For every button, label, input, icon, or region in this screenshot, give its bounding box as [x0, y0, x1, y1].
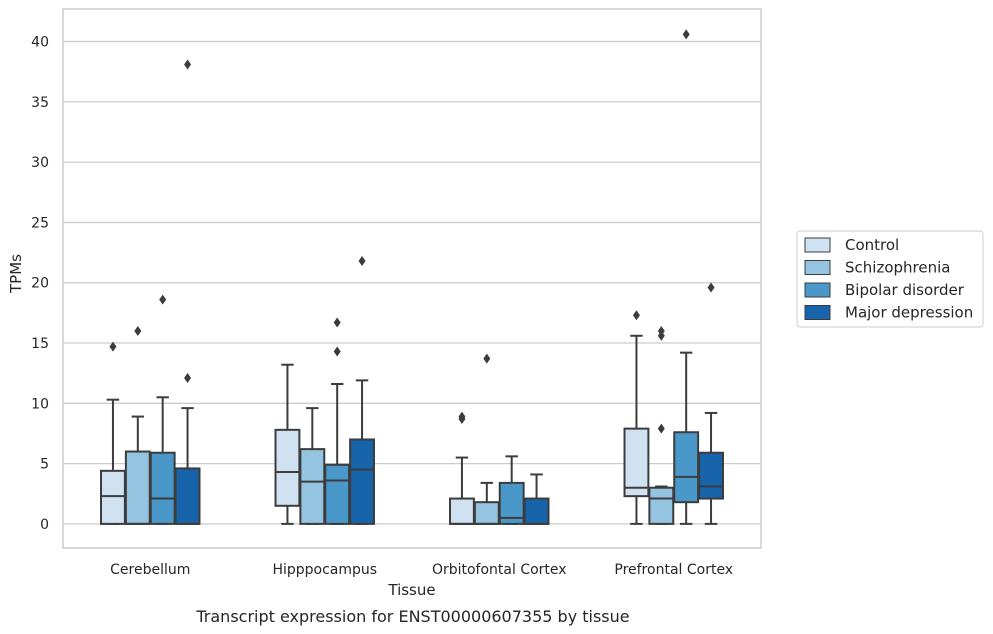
- box-2-2: [498, 455, 525, 525]
- box-iqr: [449, 497, 475, 525]
- box-1-1: [299, 407, 326, 525]
- outlier-point: [483, 353, 491, 364]
- x-tick-labels: Cerebellum Hipppocampus Orbitofontal Corte…: [110, 562, 733, 578]
- legend-frame: [796, 230, 984, 328]
- outlier-point: [159, 294, 167, 305]
- box-iqr: [473, 501, 500, 525]
- outlier-point: [632, 310, 640, 321]
- outlier-point: [358, 256, 366, 267]
- box-iqr: [673, 431, 700, 504]
- box-2-0: [449, 411, 475, 525]
- y-tick-label: 30: [31, 155, 49, 171]
- box-3-3: [698, 282, 724, 525]
- plot-frame: [62, 8, 762, 549]
- outlier-point: [109, 341, 117, 352]
- box-iqr: [274, 428, 301, 507]
- box-1-0: [274, 363, 301, 525]
- box-iqr: [648, 486, 675, 525]
- outlier-point: [707, 282, 715, 293]
- box-iqr: [149, 451, 176, 525]
- y-tick-labels: 0 5 10 15 20 25 30 35 40: [31, 35, 49, 533]
- outlier-point: [657, 423, 665, 434]
- legend-label: Control: [845, 236, 899, 254]
- box-0-2: [149, 294, 176, 525]
- y-tick-label: 40: [31, 35, 49, 51]
- box-3-0: [623, 310, 650, 525]
- box-iqr: [324, 463, 351, 525]
- y-tick-label: 10: [31, 396, 49, 412]
- outlier-point: [657, 325, 665, 336]
- box-1-3: [349, 256, 375, 525]
- legend: Control Schizophrenia Bipolar disorder Majo…: [796, 230, 984, 328]
- box-1-2: [324, 317, 351, 525]
- legend-label: Bipolar disorder: [845, 281, 965, 299]
- x-tick-label: Cerebellum: [110, 562, 190, 578]
- x-axis-title: Tissue: [387, 581, 435, 599]
- chart-caption: Transcript expression for ENST0000060735…: [195, 607, 629, 626]
- y-tick-label: 5: [40, 457, 49, 473]
- outlier-point: [333, 317, 341, 328]
- x-tick-label: Hipppocampus: [272, 562, 377, 578]
- x-tick-label: Prefrontal Cortex: [614, 562, 733, 578]
- box-0-1: [124, 325, 151, 525]
- outlier-point: [333, 346, 341, 357]
- box-2-1: [473, 353, 500, 525]
- legend-swatch: [804, 282, 831, 298]
- box-2-3: [523, 473, 550, 525]
- box-iqr: [349, 438, 375, 525]
- grid-lines: [63, 40, 761, 525]
- y-tick-label: 0: [40, 517, 49, 533]
- box-iqr: [124, 450, 151, 525]
- box-iqr: [174, 467, 201, 525]
- legend-swatch: [804, 305, 831, 320]
- legend-swatch: [804, 237, 831, 253]
- box-iqr: [299, 448, 326, 525]
- legend-swatch: [804, 260, 831, 275]
- box-0-3: [174, 59, 201, 525]
- x-tick-label: Orbitofontal Cortex: [432, 562, 567, 578]
- legend-label: Major depression: [845, 304, 973, 322]
- box-iqr: [623, 427, 650, 498]
- box-iqr: [523, 497, 550, 525]
- boxes-layer: [100, 29, 724, 525]
- y-tick-label: 15: [31, 336, 49, 352]
- outlier-point: [134, 325, 142, 336]
- legend-label: Schizophrenia: [845, 259, 950, 277]
- y-tick-label: 20: [31, 276, 49, 292]
- box-3-2: [673, 29, 700, 525]
- outlier-point: [682, 29, 690, 40]
- y-axis-title: TPMs: [7, 254, 25, 294]
- outlier-point: [458, 411, 466, 422]
- outlier-point: [184, 59, 192, 70]
- y-tick-label: 35: [31, 95, 49, 111]
- box-iqr: [698, 451, 724, 500]
- y-tick-label: 25: [31, 215, 49, 231]
- box-3-1: [648, 325, 675, 525]
- box-iqr: [100, 469, 126, 525]
- outlier-point: [184, 372, 192, 383]
- box-0-0: [100, 341, 126, 525]
